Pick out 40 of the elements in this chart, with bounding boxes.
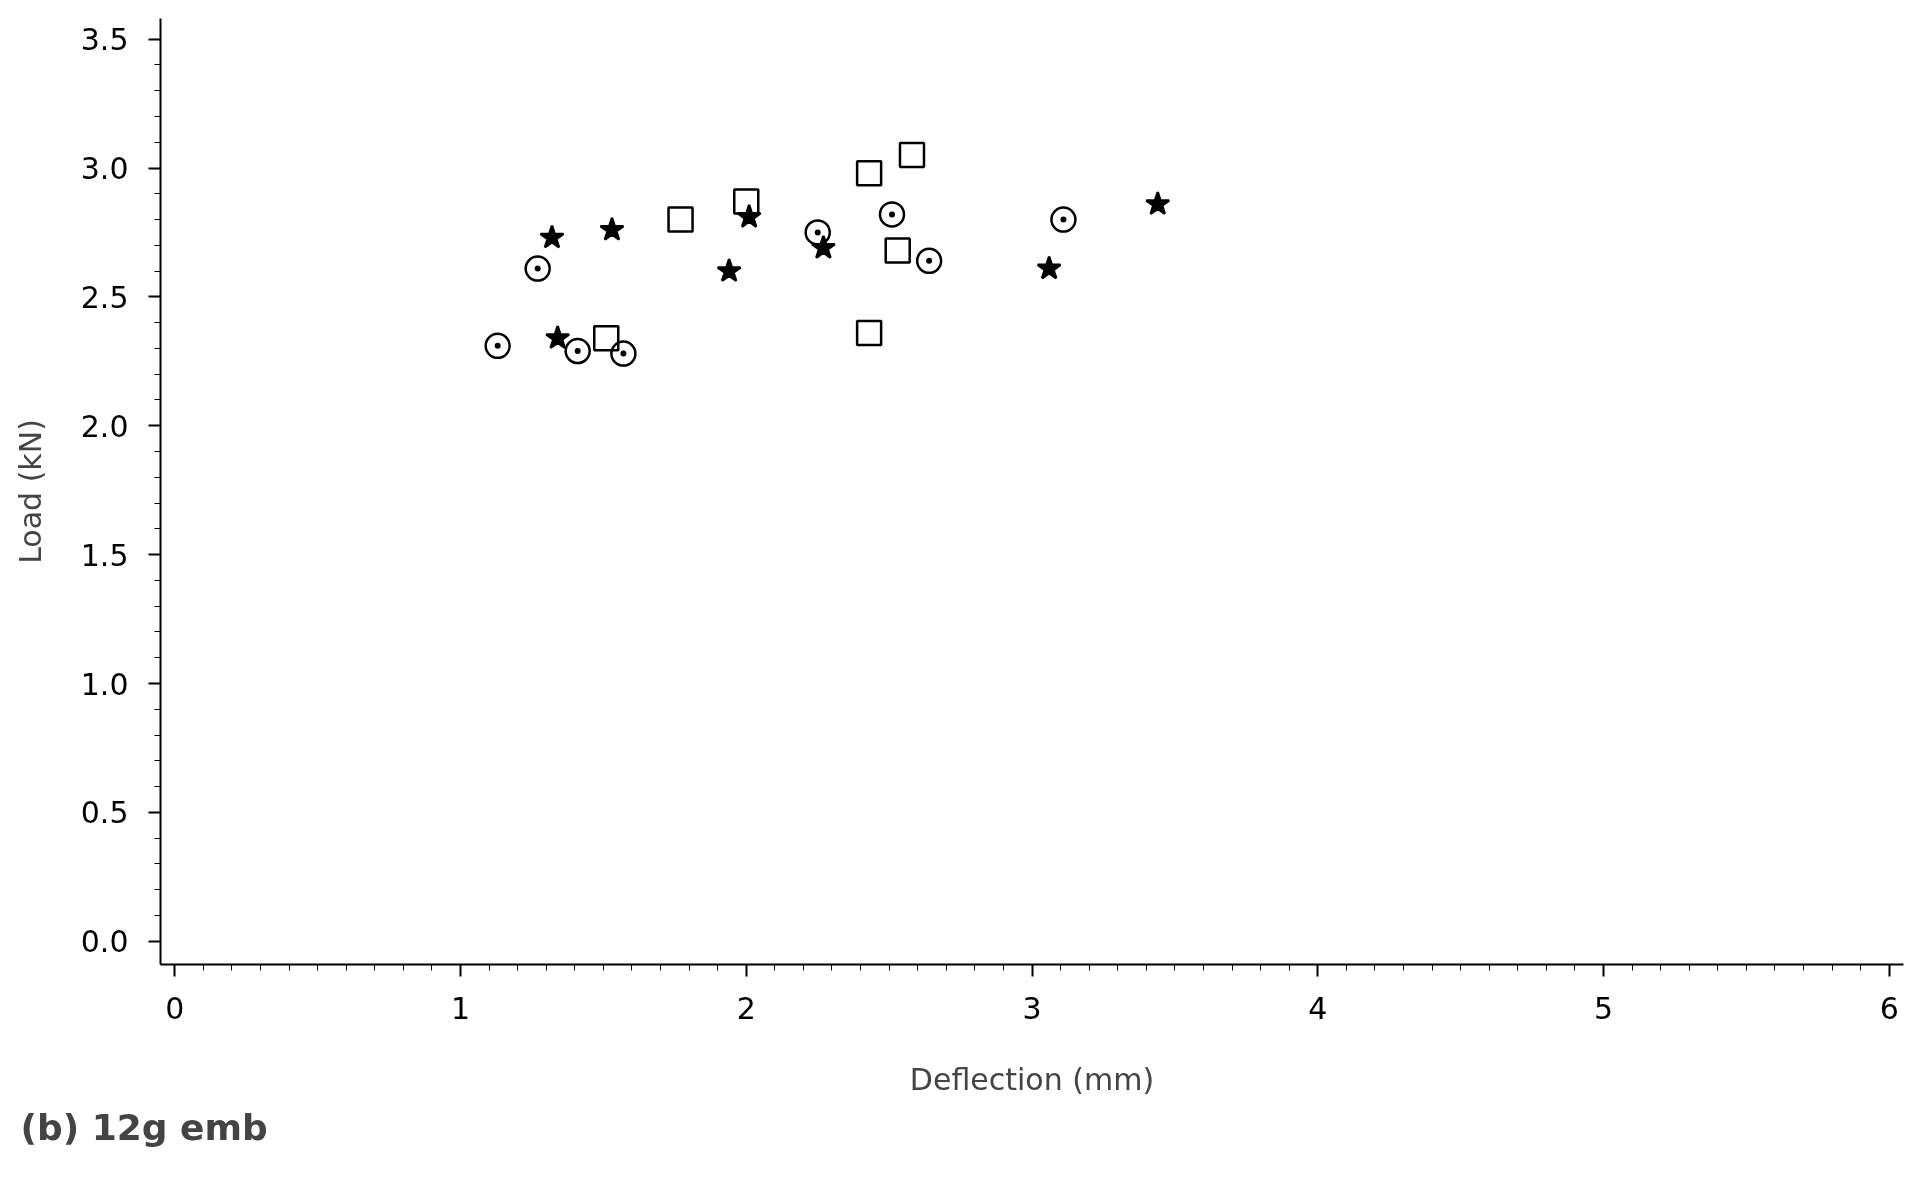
point xyxy=(1145,190,1171,216)
x-tick-label: 0 xyxy=(165,990,185,1026)
text: (b) 12g emb xyxy=(20,1106,268,1148)
point xyxy=(484,332,511,360)
point xyxy=(667,206,694,233)
y-tick-label: 2.5 xyxy=(80,279,129,315)
y-tick-label: 3.0 xyxy=(80,151,129,186)
point xyxy=(898,141,926,169)
x-tick-label: 2 xyxy=(736,990,756,1026)
y-tick-label: 3.5 xyxy=(80,22,129,58)
x-tick-label: 5 xyxy=(1593,990,1614,1026)
point xyxy=(539,224,565,249)
point xyxy=(524,255,551,282)
x-tick-label: 1 xyxy=(450,990,471,1026)
point xyxy=(733,188,760,215)
point xyxy=(599,216,625,241)
x-tick-label: 4 xyxy=(1308,990,1328,1026)
y-tick-label: 0.0 xyxy=(80,924,129,960)
point xyxy=(884,237,911,264)
point xyxy=(915,247,943,275)
y-tick-label: 0.5 xyxy=(80,795,129,831)
point xyxy=(593,324,620,352)
x-axis-title: Deflection (mm) xyxy=(909,1061,1155,1097)
point xyxy=(564,337,591,365)
x-tick-label: 3 xyxy=(1022,990,1042,1026)
point xyxy=(610,340,637,367)
y-tick-label: 1.0 xyxy=(80,666,129,702)
y-tick-label: 2.0 xyxy=(80,408,129,444)
y-axis-title: Load (kN) xyxy=(12,419,48,564)
point xyxy=(804,219,831,246)
point xyxy=(1050,206,1077,233)
x-tick-label: 6 xyxy=(1879,990,1899,1026)
point xyxy=(1036,255,1062,280)
point xyxy=(545,324,571,350)
point xyxy=(810,234,837,259)
point xyxy=(716,257,742,283)
point xyxy=(855,319,883,347)
point xyxy=(878,201,906,228)
y-tick-label: 1.5 xyxy=(80,537,129,573)
point xyxy=(855,159,883,187)
